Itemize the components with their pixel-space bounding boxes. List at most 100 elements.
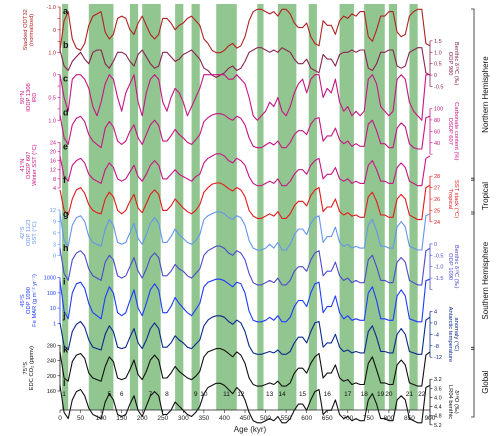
mis-label: 14: [278, 391, 286, 398]
y-axis-label-l: LR04 benthic: [447, 385, 453, 419]
x-tick-label: 700: [342, 415, 353, 422]
y-tick-label-j: -12: [434, 355, 442, 361]
mis-label: 18: [361, 391, 369, 398]
panel-letter-i: i: [63, 277, 66, 287]
y-axis-label-a: Stacked ODT32: [23, 9, 29, 50]
panel-h: h 0 -0.5 -1.0 -1.5: [59, 242, 443, 290]
y-axis-label-k: EDC CO₂ (ppmv): [29, 346, 35, 391]
y-axis-label-b: Benthic δ¹³C (‰): [453, 42, 459, 86]
y-tick-label-d: 100: [434, 107, 443, 113]
x-tick-label: 450: [240, 415, 251, 422]
mis-label: 5: [108, 391, 112, 398]
y-axis-label-a: (normalized): [29, 14, 35, 46]
x-tick-label: 850: [404, 415, 415, 422]
y-tick-label-h: -1.0: [434, 265, 443, 271]
x-axis: Age (kyr) 0 50 100 150 200 250 300 350 400 450 500…: [58, 409, 436, 434]
series-line-f: [59, 182, 431, 221]
panel-letter-a: a: [63, 6, 69, 16]
series-line-k: [59, 348, 431, 387]
y-tick-label-c: 1.0: [48, 118, 56, 124]
interglacial-band: [277, 4, 297, 410]
interglacial-band: [364, 4, 385, 410]
x-tick-label: 0: [58, 415, 62, 422]
y-axis-label-b: ODP 980: [447, 52, 453, 76]
panel-j: j 4 0 -4 -8 -12: [59, 310, 442, 361]
series-line-c: [59, 74, 430, 121]
mis-label: 8: [165, 391, 169, 398]
y-tick-label-i: 100: [47, 291, 56, 297]
x-tick-label: 200: [137, 415, 148, 422]
series-line-g: [59, 211, 431, 251]
mis-labels: 1 5 6 7 8 9 10 11 12 13 14 15 16 17 18 19 20 21 22: [62, 391, 425, 398]
y-tick-label-d: 40: [434, 141, 440, 147]
y-tick-label-h: -0.5: [434, 253, 443, 259]
interglacial-bands: [62, 4, 418, 410]
interglacial-band: [257, 4, 264, 410]
mis-label: 7: [149, 391, 153, 398]
x-tick-label: 750: [363, 415, 374, 422]
series-line-l: [59, 382, 431, 424]
series-line-a: [59, 8, 431, 54]
panel-k: k 280 240 200 160: [47, 343, 431, 395]
panel-letter-k: k: [63, 344, 69, 354]
y-tick-label-a: -1.0: [47, 5, 56, 11]
panel-d: d 100 80 60 40: [59, 107, 443, 155]
y-tick-label-c: 0.5: [48, 96, 56, 102]
y-tick-label-i: 10: [50, 306, 56, 312]
y-tick-label-a: 0: [53, 28, 56, 34]
panel-letter-l: l: [63, 378, 66, 388]
y-tick-label-c: 0: [53, 73, 56, 79]
y-tick-label-l: 4.4: [434, 405, 442, 411]
y-tick-label-g: 12: [50, 208, 56, 214]
interglacial-band: [339, 4, 354, 410]
y-tick-label-h: 0: [434, 242, 437, 248]
y-axis-label-d: DSDP 607: [447, 118, 453, 145]
y-tick-label-g: 6: [53, 231, 56, 237]
region-label: Global: [481, 370, 490, 393]
series-line-b: [59, 47, 431, 78]
x-tick-label: 400: [219, 415, 230, 422]
interglacial-band: [216, 4, 237, 410]
y-tick-label-g: 0: [53, 254, 56, 260]
axis-labels: Stacked ODT32 (normalized) ODP 980 Benthic …: [20, 9, 460, 419]
panel-l: l 3.2 3.6 4.0 4.4 4.8 5.2: [59, 377, 442, 429]
y-tick-label-a: 1.0: [48, 51, 56, 57]
y-tick-label-f: 27: [434, 186, 440, 192]
y-tick-label-g: 9: [53, 219, 56, 225]
y-tick-label-i: 1000: [44, 276, 56, 282]
interglacial-band: [88, 4, 114, 410]
y-tick-label-k: 280: [47, 343, 56, 349]
interglacial-band: [129, 4, 139, 410]
x-tick-label: 100: [96, 415, 107, 422]
mis-label: 16: [324, 391, 332, 398]
y-tick-label-d: 60: [434, 129, 440, 135]
y-axis-label-e: Winter SST (°C): [32, 144, 38, 186]
mis-label: 6: [120, 391, 124, 398]
interglacial-band: [175, 4, 184, 410]
y-axis-label-l: δ¹⁸O (‰): [453, 390, 460, 413]
y-axis-label-d: Carbonate content (%): [453, 102, 459, 160]
region-brackets: Northern Hemisphere Tropical Southern Hemi…: [471, 8, 490, 418]
mis-label: 19: [377, 391, 385, 398]
panel-letter-e: e: [63, 141, 68, 151]
mis-label: 13: [266, 391, 274, 398]
panel-letter-j: j: [62, 311, 66, 321]
y-tick-label-l: 4.8: [434, 414, 442, 420]
mis-label: 22: [418, 391, 426, 398]
y-tick-label-l: 4.0: [434, 395, 442, 401]
y-axis-label-c: 50°N: [20, 91, 26, 104]
interglacial-band: [308, 4, 317, 410]
y-tick-label-l: 3.2: [434, 377, 442, 383]
y-tick-label-e: 20: [50, 149, 56, 155]
x-axis-title: Age (kyr): [234, 425, 267, 434]
interglacial-band: [388, 4, 398, 410]
y-axis-label-c: IRD: [32, 93, 38, 103]
x-tick-label: 600: [301, 415, 312, 422]
y-axis-label-f: Tropical: [447, 189, 453, 209]
panel-letter-g: g: [63, 209, 69, 219]
mis-label: 20: [385, 391, 393, 398]
series-line-j: [59, 315, 431, 355]
mis-label: 12: [237, 391, 245, 398]
y-tick-label-j: -4: [434, 332, 439, 338]
y-axis-label-i: Fe MAR (g m⁻² yr⁻¹): [32, 274, 38, 327]
